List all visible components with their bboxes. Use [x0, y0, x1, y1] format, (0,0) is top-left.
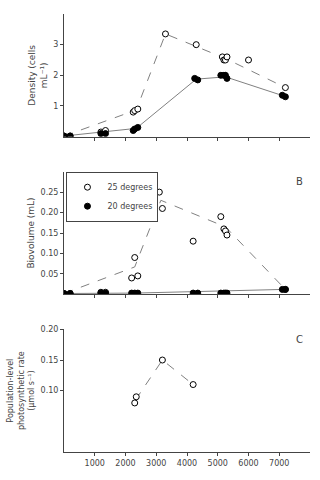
- svg-text:Biovolume (mL): Biovolume (mL): [26, 197, 36, 268]
- svg-text:0.05: 0.05: [41, 270, 59, 279]
- svg-text:3000: 3000: [146, 459, 166, 468]
- svg-text:4000: 4000: [177, 459, 197, 468]
- svg-text:5000: 5000: [208, 459, 228, 468]
- svg-text:0.15: 0.15: [41, 356, 59, 365]
- svg-text:0.10: 0.10: [41, 386, 59, 395]
- svg-text:B: B: [296, 176, 303, 187]
- svg-text:1: 1: [53, 102, 58, 111]
- svg-text:7000: 7000: [269, 459, 289, 468]
- svg-text:0.10: 0.10: [41, 249, 59, 258]
- svg-text:Population-levelphotosynthetic: Population-levelphotosynthetic rate(μmol…: [6, 351, 36, 430]
- svg-text:20 degrees: 20 degrees: [107, 202, 152, 211]
- svg-text:2000: 2000: [115, 459, 135, 468]
- svg-text:0.25: 0.25: [41, 188, 59, 197]
- svg-text:0.20: 0.20: [41, 325, 59, 334]
- svg-text:1000: 1000: [85, 459, 105, 468]
- svg-text:Density (cellsmL⁻¹): Density (cellsmL⁻¹): [27, 45, 49, 106]
- svg-text:2: 2: [53, 71, 58, 80]
- svg-text:0.20: 0.20: [41, 208, 59, 217]
- svg-text:25 degrees: 25 degrees: [107, 183, 152, 192]
- svg-text:C: C: [296, 334, 303, 345]
- svg-text:6000: 6000: [238, 459, 258, 468]
- svg-text:0.15: 0.15: [41, 229, 59, 238]
- svg-text:3: 3: [53, 40, 58, 49]
